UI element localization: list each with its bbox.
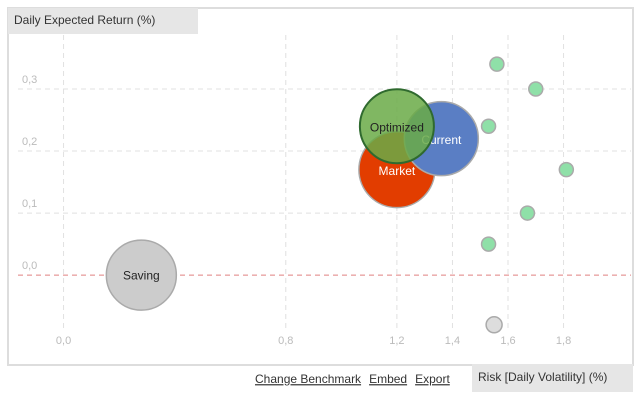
bubble-label: Market xyxy=(379,164,416,178)
bubble-label: Optimized xyxy=(370,120,424,134)
bubble xyxy=(480,236,497,252)
y-tick-label: 0,2 xyxy=(22,136,37,148)
bubble xyxy=(489,56,505,72)
links: Change Benchmark Embed Export xyxy=(255,372,450,386)
bubble-group xyxy=(519,205,536,221)
link[interactable]: Embed xyxy=(369,372,407,386)
link[interactable]: Change Benchmark xyxy=(255,372,362,386)
x-axis-label: Risk [Daily Volatility] (%) xyxy=(478,370,607,384)
y-tick-label: 0,1 xyxy=(22,198,37,210)
chart-title: Daily Expected Return (%) xyxy=(14,13,155,27)
x-tick-label: 1,2 xyxy=(389,335,404,347)
bubble-group: Saving xyxy=(105,239,178,311)
bubble-group xyxy=(489,56,505,72)
x-tick-label: 0,8 xyxy=(278,335,293,347)
x-tick-label: 1,6 xyxy=(500,335,515,347)
bubble xyxy=(485,316,503,334)
bubble xyxy=(358,88,435,165)
bubble-group: Optimized xyxy=(358,88,435,165)
y-tick-label: 0,3 xyxy=(22,74,37,86)
bubble xyxy=(480,118,497,134)
y-tick-label: 0,0 xyxy=(22,260,37,272)
bubble xyxy=(519,205,536,221)
plot-frame xyxy=(7,7,634,366)
x-label-box xyxy=(472,364,633,392)
x-tick-label: 1,4 xyxy=(445,335,460,347)
link[interactable]: Export xyxy=(415,372,450,386)
x-tick-label: 1,8 xyxy=(556,335,571,347)
bubble-group xyxy=(480,236,497,252)
bubble-group xyxy=(558,161,575,178)
bubble xyxy=(105,239,178,311)
x-tick-label: 0,0 xyxy=(56,335,71,347)
bubble xyxy=(558,161,575,178)
bubble-group xyxy=(528,81,544,97)
bubble-label: Saving xyxy=(123,268,160,282)
title-box xyxy=(8,8,198,34)
bubble xyxy=(528,81,544,97)
bubble-group xyxy=(480,118,497,134)
bubble-group xyxy=(485,316,503,334)
